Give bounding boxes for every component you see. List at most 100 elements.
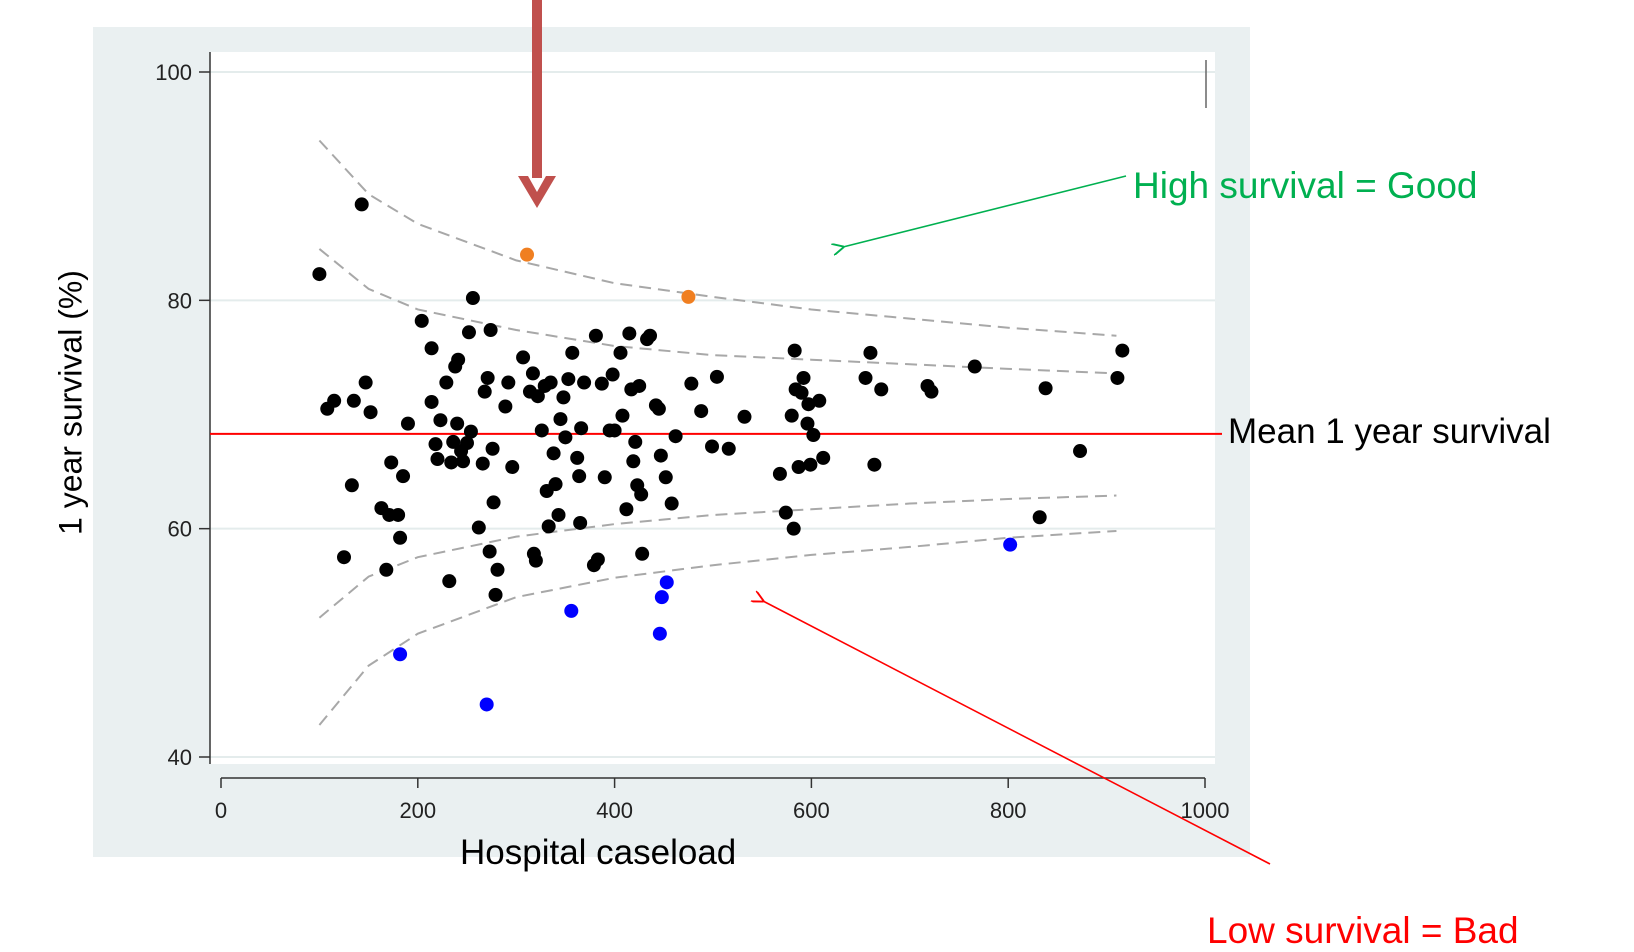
data-point: [816, 450, 831, 465]
data-point: [483, 323, 498, 338]
data-point: [501, 375, 516, 390]
annotation-high-survival: High survival = Good: [1133, 165, 1478, 206]
gridlines: [210, 71, 1215, 758]
data-point: [393, 647, 408, 662]
data-point: [1003, 537, 1018, 552]
data-point: [597, 470, 612, 485]
data-point: [424, 394, 439, 409]
data-point: [430, 452, 445, 467]
data-point: [651, 401, 666, 416]
data-point: [480, 370, 495, 385]
data-point: [485, 441, 500, 456]
data-point: [465, 291, 480, 306]
data-point: [574, 421, 589, 436]
data-point: [488, 587, 503, 602]
data-point: [346, 393, 361, 408]
data-point: [622, 326, 637, 341]
data-point: [528, 553, 543, 568]
x-tick-label: 600: [793, 798, 830, 823]
data-point: [358, 375, 373, 390]
data-point: [705, 439, 720, 454]
data-point: [428, 437, 443, 452]
data-point: [460, 436, 474, 451]
data-point: [543, 375, 558, 390]
data-point: [803, 457, 818, 472]
data-point: [1038, 381, 1053, 396]
plot-area: [210, 52, 1215, 764]
data-point: [800, 416, 815, 431]
annotation-arrows: [518, 0, 1271, 865]
data-point: [1115, 343, 1130, 358]
data-point: [787, 343, 802, 358]
data-point: [498, 399, 513, 414]
data-point: [363, 405, 378, 420]
data-point: [393, 530, 408, 545]
data-point: [605, 367, 620, 382]
data-point: [556, 390, 571, 405]
data-point: [681, 289, 696, 304]
data-point: [1032, 510, 1047, 525]
data-point: [396, 469, 411, 484]
data-point: [794, 385, 809, 400]
data-point: [479, 697, 494, 712]
data-point: [551, 507, 566, 522]
data-point: [451, 352, 466, 367]
data-point: [653, 448, 668, 463]
pointer-arrow-head: [518, 176, 556, 208]
annotation-low-survival: Low survival = Bad: [1207, 910, 1519, 951]
data-point: [626, 454, 641, 469]
data-point: [721, 441, 736, 456]
data-point: [684, 376, 699, 391]
data-point: [594, 376, 609, 391]
data-point: [516, 350, 531, 365]
x-tick-label: 1000: [1181, 798, 1230, 823]
data-point: [327, 393, 342, 408]
y-tick-label: 80: [168, 288, 192, 313]
data-point: [643, 328, 658, 343]
data-point: [694, 404, 709, 419]
data-point: [558, 430, 573, 445]
x-tick-label: 200: [399, 798, 436, 823]
data-point: [867, 457, 882, 472]
control-limit-lower_inner: [318, 494, 1117, 619]
control-limit-lower_outer: [318, 529, 1117, 726]
data-point: [863, 345, 878, 360]
data-point: [433, 413, 448, 428]
data-point: [796, 370, 811, 385]
data-point: [463, 424, 478, 439]
data-point: [444, 455, 459, 470]
data-point: [450, 416, 465, 431]
x-tick-label: 800: [990, 798, 1027, 823]
data-point: [564, 603, 579, 618]
data-point: [530, 389, 545, 404]
data-point: [668, 429, 683, 444]
data-point: [613, 345, 628, 360]
data-point: [475, 456, 490, 471]
data-point: [812, 393, 827, 408]
y-tick-label: 100: [155, 60, 192, 85]
data-point: [565, 345, 580, 360]
data-point: [525, 366, 540, 381]
data-point: [561, 372, 576, 387]
data-point: [490, 562, 505, 577]
data-point: [709, 369, 724, 384]
data-point: [659, 575, 674, 590]
data-point: [414, 313, 429, 328]
data-point: [588, 328, 603, 343]
data-point: [1073, 444, 1088, 459]
data-point: [456, 454, 471, 469]
data-point: [384, 455, 399, 470]
data-point: [635, 546, 650, 561]
y-axis-label: 1 year survival (%): [52, 270, 89, 535]
data-point: [924, 384, 939, 399]
data-points: [312, 197, 1130, 712]
x-tick-label: 0: [215, 798, 227, 823]
annotation-mean-survival: Mean 1 year survival: [1228, 412, 1551, 451]
data-point: [967, 359, 982, 374]
data-point: [424, 341, 439, 356]
data-point: [337, 550, 351, 565]
data-point: [784, 408, 799, 423]
data-point: [607, 423, 622, 438]
